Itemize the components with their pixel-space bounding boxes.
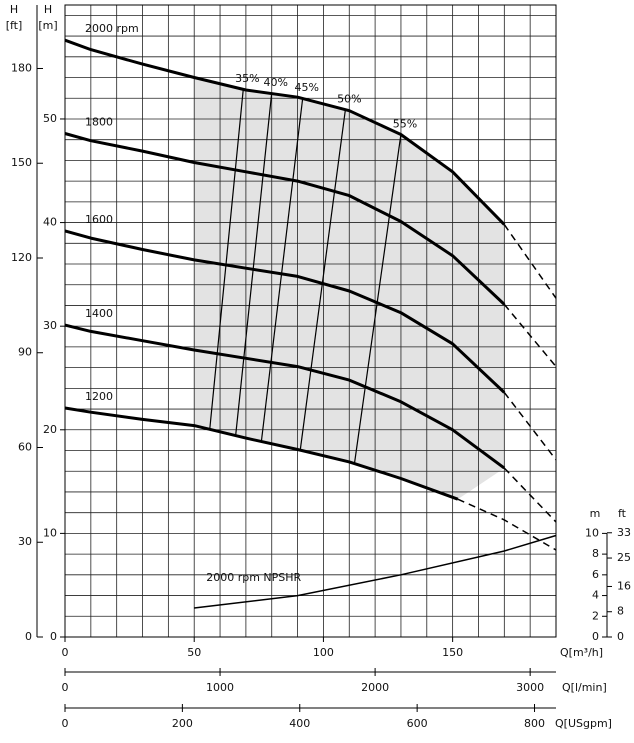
y-tick-label: 20 — [43, 423, 57, 436]
efficiency-line — [260, 98, 304, 442]
npsh-m-tick-label: 0 — [592, 630, 599, 643]
npsh-m-tick-label: 8 — [592, 547, 599, 560]
x_lpm-tick-label: 2000 — [361, 681, 389, 694]
y-ft-tick-label: 60 — [18, 440, 32, 453]
npsh-ft-tick-label: 33 — [617, 526, 631, 539]
y-ft-tick-label: 90 — [18, 346, 32, 359]
curve-label: 2000 rpm — [85, 22, 139, 35]
npsh-m-tick-label: 2 — [592, 609, 599, 622]
y-axis-title: [m] — [38, 19, 57, 32]
curve-label: 1200 — [85, 390, 113, 403]
x_lpm-axis-title: Q[l/min] — [562, 681, 607, 694]
curve-label: 1600 — [85, 213, 113, 226]
x-tick-label: 0 — [62, 646, 69, 659]
npsh-ft-title: ft — [618, 507, 627, 520]
npshr-curve — [194, 534, 557, 609]
y-ft-axis-title: [ft] — [6, 19, 23, 32]
x_usgpm-tick-label: 600 — [407, 717, 428, 730]
pump-curve — [64, 406, 459, 501]
x-tick-label: 100 — [313, 646, 334, 659]
efficiency-line — [235, 93, 273, 437]
pump-curve — [64, 229, 506, 394]
npsh-m-title: m — [590, 507, 601, 520]
x_usgpm-tick-label: 200 — [172, 717, 193, 730]
y-ft-tick-label: 180 — [11, 61, 32, 74]
x-tick-label: 150 — [442, 646, 463, 659]
npsh-ft-tick-label: 16 — [617, 579, 631, 592]
x_usgpm-axis-title: Q[USgpm] — [555, 717, 612, 730]
npshr-label: 2000 rpm NPSHR — [206, 571, 301, 584]
plot-frame — [64, 4, 557, 638]
efficiency-line — [299, 109, 346, 451]
x_usgpm-tick-label: 0 — [62, 717, 69, 730]
x_lpm-tick-label: 1000 — [206, 681, 234, 694]
efficiency-label: 45% — [295, 81, 319, 94]
y-ft-tick-label: 30 — [18, 535, 32, 548]
y-axis-title: H — [44, 3, 52, 16]
efficiency-line — [353, 134, 402, 465]
x-tick-label: 50 — [187, 646, 201, 659]
npsh-ft-tick-label: 8 — [617, 605, 624, 618]
y-tick-label: 10 — [43, 526, 57, 539]
pump-curve-extension — [503, 392, 557, 461]
y-ft-tick-label: 0 — [25, 630, 32, 643]
x-axis-title: Q[m³/h] — [560, 646, 603, 659]
y-ft-tick-label: 150 — [11, 156, 32, 169]
pump-curve-extension — [503, 467, 557, 523]
curve-label: 1400 — [85, 307, 113, 320]
npsh-ft-tick-label: 0 — [617, 630, 624, 643]
npsh-m-tick-label: 6 — [592, 568, 599, 581]
y-ft-tick-label: 120 — [11, 251, 32, 264]
y-ft-axis-title: H — [10, 3, 18, 16]
x_lpm-tick-label: 3000 — [516, 681, 544, 694]
x_usgpm-tick-label: 400 — [289, 717, 310, 730]
y-tick-label: 40 — [43, 216, 57, 229]
pump-curve — [64, 132, 506, 306]
x_usgpm-tick-label: 800 — [524, 717, 545, 730]
pump-curve — [64, 323, 506, 470]
efficiency-label: 55% — [393, 118, 417, 131]
x_lpm-tick-label: 0 — [62, 681, 69, 694]
y-tick-label: 30 — [43, 319, 57, 332]
npsh-m-tick-label: 4 — [592, 589, 599, 602]
pump-curve-extension — [503, 303, 557, 368]
npsh-m-tick-label: 10 — [585, 526, 599, 539]
y-tick-label: 0 — [50, 630, 57, 643]
efficiency-label: 35% — [235, 72, 259, 85]
y-tick-label: 50 — [43, 112, 57, 125]
curve-label: 1800 — [85, 115, 113, 128]
npsh-ft-tick-label: 25 — [617, 551, 631, 564]
pump-curve-extension — [503, 224, 557, 299]
efficiency-line — [209, 88, 244, 430]
efficiency-label: 40% — [264, 76, 288, 89]
efficiency-label: 50% — [337, 93, 361, 106]
